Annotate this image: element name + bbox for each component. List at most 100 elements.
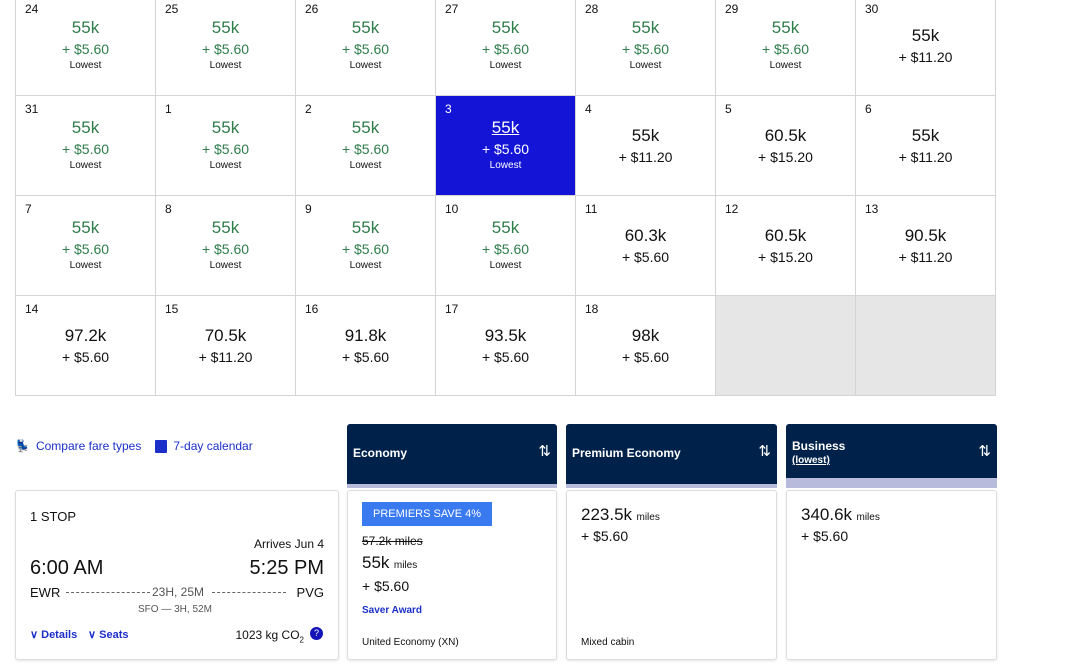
- calendar-day[interactable]: 7 55k + $5.60 Lowest: [16, 196, 156, 296]
- original-price: 57.2k miles: [362, 534, 423, 548]
- day-miles: 90.5k: [904, 226, 947, 245]
- day-fee: + $11.20: [898, 49, 953, 65]
- lowest-label: Lowest: [349, 60, 382, 71]
- business-fare-option[interactable]: 340.6k miles + $5.60: [786, 490, 997, 660]
- lowest-label: Lowest: [349, 160, 382, 171]
- arrive-time: 5:25 PM: [249, 557, 324, 579]
- day-number: 8: [165, 202, 172, 216]
- day-number: 3: [445, 102, 452, 116]
- premiers-save-badge: PREMIERS SAVE 4%: [362, 502, 492, 526]
- day-miles: 55k: [71, 218, 100, 237]
- calendar-day[interactable]: 26 55k + $5.60 Lowest: [296, 0, 436, 96]
- award-type: Saver Award: [362, 605, 423, 616]
- day-miles: 55k: [351, 118, 380, 137]
- calendar-day[interactable]: 25 55k + $5.60 Lowest: [156, 0, 296, 96]
- lowest-label: Lowest: [69, 260, 102, 271]
- calendar-day[interactable]: 12 60.5k + $15.20: [716, 196, 856, 296]
- 7-day-calendar-link[interactable]: 7-day calendar: [155, 439, 253, 453]
- day-number: 12: [725, 202, 739, 216]
- cabin: United Economy (XN): [362, 637, 459, 648]
- sort-icon[interactable]: ⇅: [978, 443, 991, 460]
- day-fee: + $5.60: [621, 349, 670, 365]
- seats-toggle[interactable]: ∨ Seats: [88, 629, 129, 641]
- day-miles: 55k: [211, 218, 240, 237]
- calendar-empty-cell: [856, 296, 996, 396]
- economy-header[interactable]: Economy ⇅: [347, 424, 557, 488]
- calendar-day[interactable]: 4 55k + $11.20: [576, 96, 716, 196]
- help-icon[interactable]: ?: [310, 627, 323, 640]
- day-miles: 55k: [631, 126, 660, 145]
- day-number: 17: [445, 302, 459, 316]
- calendar-day[interactable]: 16 91.8k + $5.60: [296, 296, 436, 396]
- day-number: 29: [725, 2, 739, 16]
- fee: + $5.60: [581, 528, 629, 544]
- day-miles: 60.5k: [764, 226, 807, 245]
- calendar-day[interactable]: 28 55k + $5.60 Lowest: [576, 0, 716, 96]
- day-number: 31: [25, 102, 39, 116]
- day-fee: + $5.60: [621, 41, 670, 57]
- lowest-label: Lowest: [769, 60, 802, 71]
- day-number: 9: [305, 202, 312, 216]
- day-miles: 91.8k: [344, 326, 387, 345]
- day-number: 2: [305, 102, 312, 116]
- details-toggle[interactable]: ∨ Details: [30, 629, 78, 641]
- day-miles: 55k: [351, 218, 380, 237]
- calendar-day[interactable]: 15 70.5k + $11.20: [156, 296, 296, 396]
- day-number: 1: [165, 102, 172, 116]
- miles-price: 340.6k miles: [801, 505, 880, 524]
- chevron-down-icon: ∨: [30, 629, 39, 641]
- calendar-day[interactable]: 8 55k + $5.60 Lowest: [156, 196, 296, 296]
- premium-economy-fare-option[interactable]: 223.5k miles + $5.60 Mixed cabin: [566, 490, 777, 660]
- calendar-day[interactable]: 30 55k + $11.20: [856, 0, 996, 96]
- seat-icon: 💺: [15, 439, 30, 453]
- calendar-day[interactable]: 29 55k + $5.60 Lowest: [716, 0, 856, 96]
- day-number: 13: [865, 202, 879, 216]
- calendar-day[interactable]: 10 55k + $5.60 Lowest: [436, 196, 576, 296]
- calendar-day[interactable]: 3 55k + $5.60 Lowest: [436, 96, 576, 196]
- calendar-icon: [155, 439, 168, 453]
- lowest-label: Lowest: [209, 60, 242, 71]
- calendar-day[interactable]: 9 55k + $5.60 Lowest: [296, 196, 436, 296]
- origin: EWR: [30, 585, 61, 600]
- business-lowest-link[interactable]: (lowest): [792, 455, 830, 466]
- calendar-day[interactable]: 18 98k + $5.60: [576, 296, 716, 396]
- calendar-day[interactable]: 13 90.5k + $11.20: [856, 196, 996, 296]
- day-fee: + $5.60: [61, 349, 110, 365]
- premium-economy-header[interactable]: Premium Economy ⇅: [566, 424, 777, 488]
- day-miles: 55k: [351, 18, 380, 37]
- day-miles: 55k: [771, 18, 800, 37]
- sort-icon[interactable]: ⇅: [538, 443, 551, 460]
- day-number: 18: [585, 302, 599, 316]
- calendar-day[interactable]: 5 60.5k + $15.20: [716, 96, 856, 196]
- flight-card: 1 STOP Arrives Jun 4 6:00 AM 5:25 PM EWR…: [15, 490, 339, 660]
- calendar-day[interactable]: 14 97.2k + $5.60: [16, 296, 156, 396]
- cabin: Mixed cabin: [581, 637, 635, 648]
- calendar-day[interactable]: 6 55k + $11.20: [856, 96, 996, 196]
- calendar-day[interactable]: 11 60.3k + $5.60: [576, 196, 716, 296]
- compare-fare-types-link[interactable]: 💺 Compare fare types: [15, 439, 142, 453]
- day-number: 11: [585, 202, 598, 216]
- day-number: 15: [165, 302, 179, 316]
- day-fee: + $15.20: [758, 149, 813, 165]
- day-miles: 55k: [911, 126, 940, 145]
- day-fee: + $5.60: [481, 241, 530, 257]
- day-fee: + $5.60: [61, 41, 110, 57]
- calendar-day[interactable]: 2 55k + $5.60 Lowest: [296, 96, 436, 196]
- lowest-label: Lowest: [69, 160, 102, 171]
- miles-price: 223.5k miles: [581, 505, 660, 524]
- lowest-label: Lowest: [69, 60, 102, 71]
- business-header[interactable]: Business (lowest) ⇅: [786, 424, 997, 488]
- duration: 23H, 25M: [152, 585, 205, 599]
- sort-icon[interactable]: ⇅: [758, 443, 771, 460]
- day-number: 4: [585, 102, 592, 116]
- calendar-day[interactable]: 17 93.5k + $5.60: [436, 296, 576, 396]
- day-number: 28: [585, 2, 599, 16]
- calendar-day[interactable]: 24 55k + $5.60 Lowest: [16, 0, 156, 96]
- calendar-day[interactable]: 1 55k + $5.60 Lowest: [156, 96, 296, 196]
- day-fee: + $5.60: [61, 141, 110, 157]
- day-miles: 55k: [71, 18, 100, 37]
- calendar-day[interactable]: 27 55k + $5.60 Lowest: [436, 0, 576, 96]
- day-number: 24: [25, 2, 39, 16]
- economy-fare-option[interactable]: PREMIERS SAVE 4% 57.2k miles 55k miles +…: [347, 490, 557, 660]
- calendar-day[interactable]: 31 55k + $5.60 Lowest: [16, 96, 156, 196]
